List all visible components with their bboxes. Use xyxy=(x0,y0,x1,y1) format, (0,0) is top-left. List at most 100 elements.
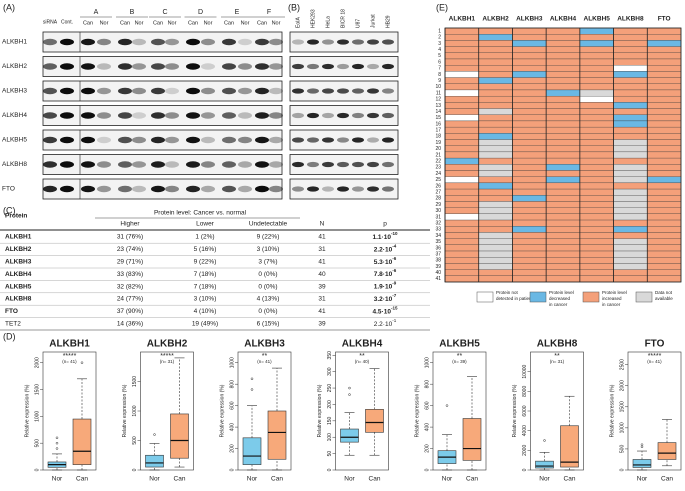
row-label: 5 xyxy=(438,53,441,59)
chart-title: ALKBH5 xyxy=(439,339,480,350)
heatmap-cell xyxy=(613,114,648,122)
legend-swatch xyxy=(582,291,600,303)
x-tick-label: Nor xyxy=(637,476,648,483)
row-label: 26 xyxy=(435,183,441,189)
band xyxy=(337,112,349,119)
y-tick-label: 0 xyxy=(619,468,625,471)
band xyxy=(307,63,319,70)
heatmap-cell xyxy=(647,195,682,202)
row-label: 18 xyxy=(435,134,441,140)
band xyxy=(238,38,252,46)
p-value: 2.2·10-1 xyxy=(374,318,397,328)
label: N xyxy=(320,221,325,228)
heatmap-cell xyxy=(613,176,648,184)
band xyxy=(97,136,111,144)
band xyxy=(43,161,57,168)
heatmap-cell xyxy=(444,213,479,221)
y-tick-label: 500 xyxy=(619,445,625,454)
heatmap-cell xyxy=(579,157,614,165)
label: 3 (10%) xyxy=(257,246,280,253)
heatmap-cell xyxy=(613,126,648,134)
band xyxy=(60,38,74,46)
label: Can xyxy=(83,20,93,26)
heatmap-cell xyxy=(545,71,581,78)
annotation: (n= 40) xyxy=(355,359,370,364)
heatmap-cell xyxy=(613,269,648,276)
heatmap-cell xyxy=(478,27,513,35)
heatmap-cell xyxy=(478,176,513,184)
label: 33 (83%) xyxy=(117,271,143,278)
p-exp: -10 xyxy=(391,231,398,236)
p-value: 5.3·10-6 xyxy=(374,256,397,266)
heatmap-cell xyxy=(613,250,648,258)
heatmap-cell xyxy=(545,238,581,245)
p-exp: -1 xyxy=(392,318,396,323)
band xyxy=(269,63,283,70)
band xyxy=(201,63,215,70)
column-header: ALKBH4 xyxy=(550,16,577,23)
heatmap-cell xyxy=(579,269,614,276)
p-base: 2.2·10 xyxy=(374,321,393,328)
label: Lower xyxy=(196,221,215,228)
label: 9 (22%) xyxy=(194,259,217,266)
y-tick-label: 1500 xyxy=(619,401,625,412)
label: FTO xyxy=(2,186,15,193)
heatmap-cell xyxy=(613,275,648,283)
row-label: 11 xyxy=(436,90,441,96)
band xyxy=(132,136,146,144)
band xyxy=(337,186,349,192)
row-label: 28 xyxy=(435,196,441,202)
band xyxy=(322,39,334,45)
chart-title: ALKBH4 xyxy=(342,339,383,350)
panel-label: (E) xyxy=(436,2,448,12)
band xyxy=(337,88,349,94)
heatmap-cell xyxy=(444,89,479,97)
band xyxy=(269,87,283,95)
label: 39 xyxy=(318,283,326,290)
label: Nor xyxy=(241,20,250,26)
outlier xyxy=(55,436,59,440)
band xyxy=(238,161,252,168)
heatmap-cell xyxy=(579,108,614,115)
row-label: 9 xyxy=(438,78,441,84)
label: ALKBH1 xyxy=(2,39,27,46)
band xyxy=(97,112,111,119)
heatmap-cell xyxy=(647,65,682,72)
heatmap-cell xyxy=(545,201,581,208)
heatmap-cell xyxy=(613,52,648,60)
heatmap-cell xyxy=(512,126,547,134)
band xyxy=(118,112,132,119)
heatmap-cell xyxy=(647,52,682,60)
label: ALKBH5 xyxy=(5,283,32,290)
heatmap-cell xyxy=(444,139,479,146)
label: Can xyxy=(224,20,234,26)
band xyxy=(97,185,111,193)
significance: ** xyxy=(359,353,365,360)
row-label: 37 xyxy=(435,251,441,257)
label: ALKBH2 xyxy=(5,246,32,253)
chart-title: ALKBH3 xyxy=(244,339,285,350)
heatmap-cell xyxy=(478,207,513,215)
heatmap-cell xyxy=(545,164,581,171)
band xyxy=(238,63,252,70)
y-tick-label: 100 xyxy=(327,433,333,442)
x-tick-label: Can xyxy=(564,476,576,483)
heatmap-cell xyxy=(545,108,581,115)
band xyxy=(238,185,252,193)
heatmap-cell xyxy=(613,188,648,196)
heatmap-cell xyxy=(444,170,479,177)
band xyxy=(132,112,146,119)
column-header: ALKBH3 xyxy=(516,16,543,23)
heatmap-cell xyxy=(545,232,581,239)
label: EoIA xyxy=(295,16,301,28)
heatmap-cell xyxy=(545,188,581,196)
heatmap-cell xyxy=(545,133,581,140)
label: Nor xyxy=(100,20,109,26)
panel-label: (C) xyxy=(3,205,16,215)
heatmap-cell xyxy=(545,176,581,184)
y-tick-label: 300 xyxy=(327,367,333,376)
band xyxy=(165,38,179,46)
heatmap-cell xyxy=(444,34,479,41)
heatmap-cell xyxy=(512,226,547,233)
heatmap-cell xyxy=(613,139,648,146)
